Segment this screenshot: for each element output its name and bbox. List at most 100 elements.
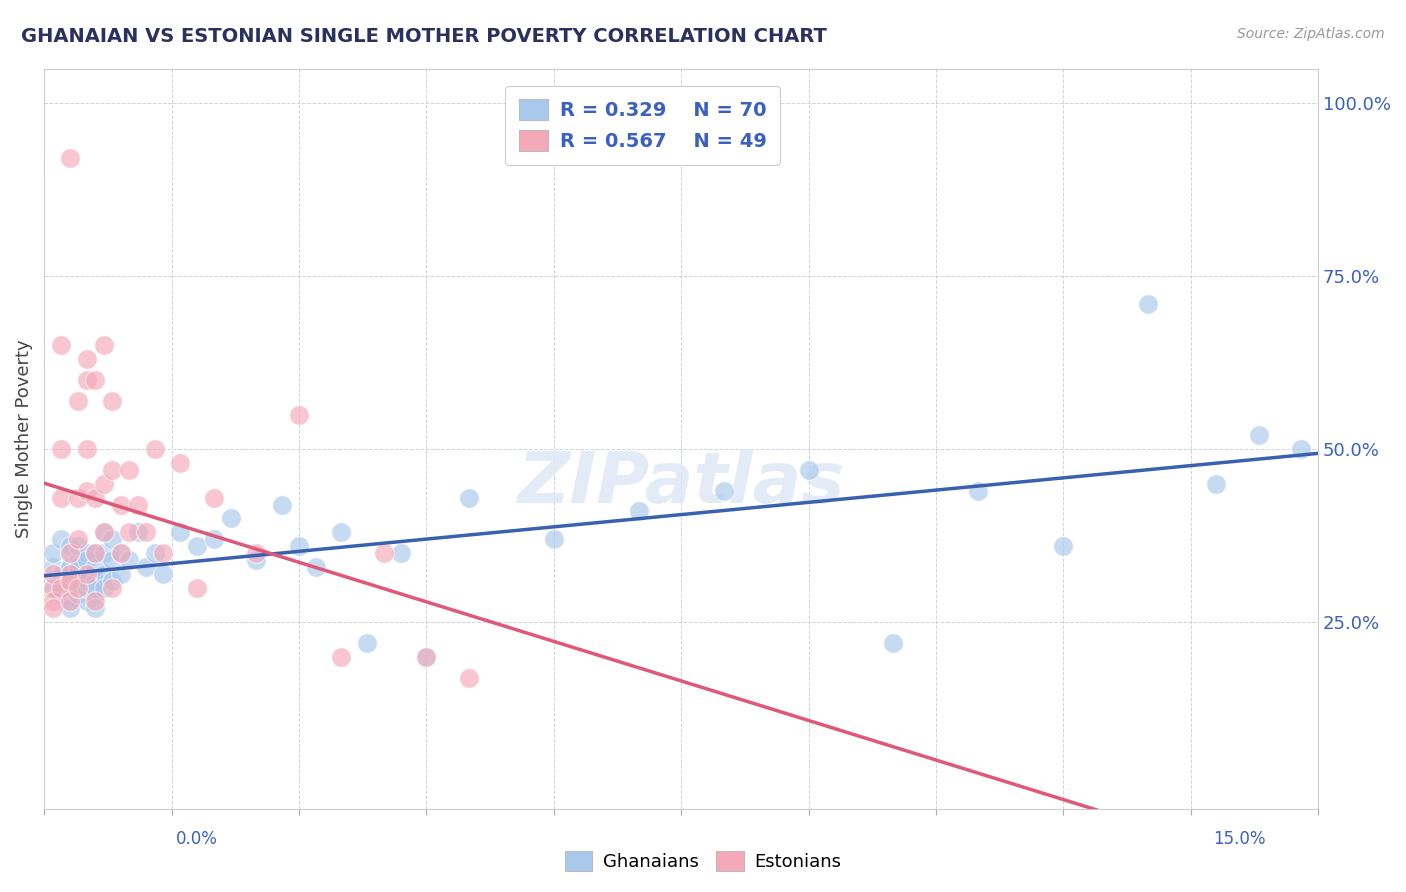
Point	[305, 559, 328, 574]
Point	[84, 546, 107, 560]
Point	[169, 456, 191, 470]
Legend: R = 0.329    N = 70, R = 0.567    N = 49: R = 0.329 N = 70, R = 0.567 N = 49	[505, 86, 780, 165]
Point	[1052, 539, 1074, 553]
Point	[101, 463, 124, 477]
Point	[543, 532, 565, 546]
Point	[84, 491, 107, 505]
Point	[101, 532, 124, 546]
Point	[67, 491, 90, 505]
Point	[67, 539, 90, 553]
Point	[67, 574, 90, 588]
Point	[415, 649, 437, 664]
Point	[110, 546, 132, 560]
Point	[49, 581, 72, 595]
Point	[58, 539, 80, 553]
Point	[76, 574, 98, 588]
Point	[49, 587, 72, 601]
Point	[84, 546, 107, 560]
Point	[288, 539, 311, 553]
Text: Source: ZipAtlas.com: Source: ZipAtlas.com	[1237, 27, 1385, 41]
Point	[67, 581, 90, 595]
Point	[84, 559, 107, 574]
Point	[49, 442, 72, 457]
Point	[49, 566, 72, 581]
Point	[1247, 428, 1270, 442]
Point	[67, 581, 90, 595]
Point	[93, 581, 115, 595]
Point	[84, 594, 107, 608]
Point	[1205, 476, 1227, 491]
Point	[373, 546, 395, 560]
Point	[1289, 442, 1312, 457]
Text: ZIPatlas: ZIPatlas	[517, 449, 845, 517]
Point	[110, 546, 132, 560]
Point	[101, 553, 124, 567]
Legend: Ghanaians, Estonians: Ghanaians, Estonians	[557, 844, 849, 879]
Point	[58, 574, 80, 588]
Point	[76, 594, 98, 608]
Point	[882, 636, 904, 650]
Point	[415, 649, 437, 664]
Point	[135, 525, 157, 540]
Point	[245, 546, 267, 560]
Point	[202, 532, 225, 546]
Point	[41, 546, 63, 560]
Point	[627, 504, 650, 518]
Point	[127, 498, 149, 512]
Point	[58, 594, 80, 608]
Point	[93, 476, 115, 491]
Point	[713, 483, 735, 498]
Point	[330, 525, 353, 540]
Point	[152, 566, 174, 581]
Point	[93, 546, 115, 560]
Point	[1137, 297, 1160, 311]
Point	[49, 532, 72, 546]
Point	[186, 539, 208, 553]
Point	[143, 442, 166, 457]
Point	[58, 559, 80, 574]
Point	[76, 566, 98, 581]
Point	[76, 546, 98, 560]
Point	[67, 559, 90, 574]
Point	[93, 525, 115, 540]
Point	[330, 649, 353, 664]
Point	[58, 566, 80, 581]
Point	[93, 525, 115, 540]
Point	[84, 581, 107, 595]
Point	[76, 373, 98, 387]
Point	[76, 553, 98, 567]
Point	[110, 498, 132, 512]
Point	[76, 352, 98, 367]
Point	[76, 442, 98, 457]
Point	[118, 525, 141, 540]
Point	[356, 636, 378, 650]
Y-axis label: Single Mother Poverty: Single Mother Poverty	[15, 340, 32, 538]
Text: 15.0%: 15.0%	[1213, 830, 1265, 847]
Point	[58, 559, 80, 574]
Point	[101, 581, 124, 595]
Point	[76, 566, 98, 581]
Point	[58, 546, 80, 560]
Point	[41, 594, 63, 608]
Point	[219, 511, 242, 525]
Point	[41, 601, 63, 615]
Point	[67, 393, 90, 408]
Point	[135, 559, 157, 574]
Point	[118, 463, 141, 477]
Point	[58, 546, 80, 560]
Point	[169, 525, 191, 540]
Point	[76, 581, 98, 595]
Point	[67, 532, 90, 546]
Point	[41, 566, 63, 581]
Point	[49, 338, 72, 352]
Point	[127, 525, 149, 540]
Point	[967, 483, 990, 498]
Point	[58, 601, 80, 615]
Point	[110, 566, 132, 581]
Point	[58, 574, 80, 588]
Point	[152, 546, 174, 560]
Point	[202, 491, 225, 505]
Point	[41, 581, 63, 595]
Point	[457, 491, 479, 505]
Point	[67, 553, 90, 567]
